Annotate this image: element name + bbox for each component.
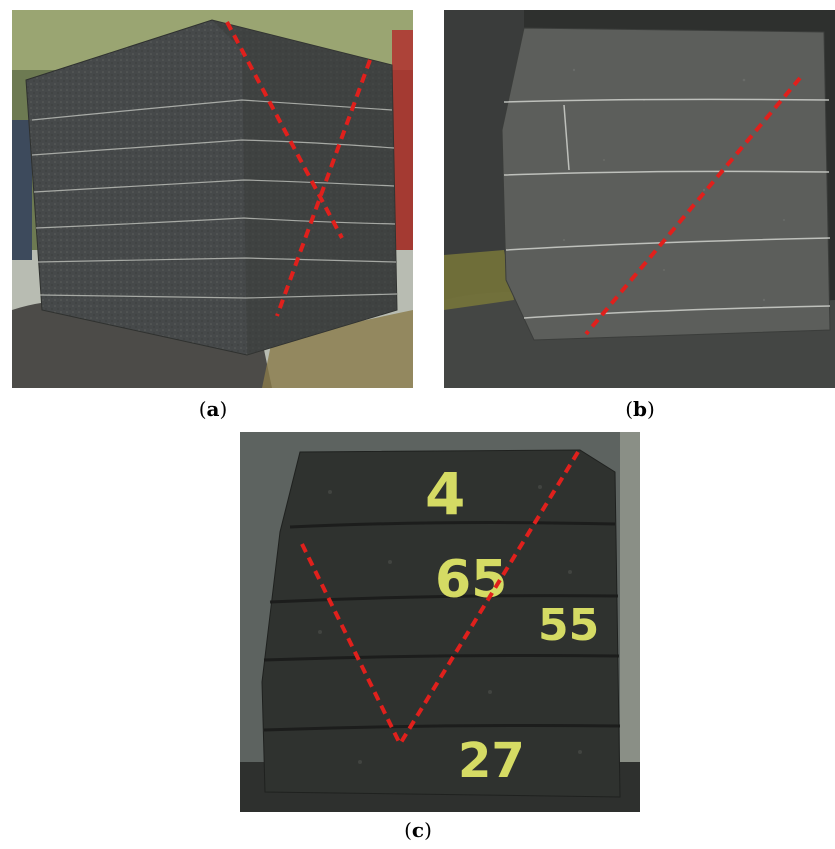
sample-block-b (501, 27, 831, 341)
marking-55: 55 (538, 600, 599, 651)
photo-panel-a (12, 10, 413, 388)
caption-c: (c) (404, 818, 432, 842)
photo-panel-c: 4 65 55 27 (240, 432, 640, 812)
marking-65: 65 (435, 550, 507, 610)
crack-lines-c (300, 450, 580, 746)
marking-4: 4 (425, 460, 465, 528)
marking-27: 27 (458, 733, 525, 789)
sample-block-c (261, 449, 621, 798)
caption-a: (a) (198, 397, 228, 421)
crack-lines-a (225, 21, 372, 317)
photo-panel-b (444, 10, 835, 388)
photo-c-illustration: 4 65 55 27 (240, 432, 640, 812)
crack-line-b (584, 76, 802, 336)
caption-b: (b) (625, 397, 655, 421)
photo-b-illustration (444, 10, 835, 388)
photo-a-illustration (12, 10, 413, 388)
